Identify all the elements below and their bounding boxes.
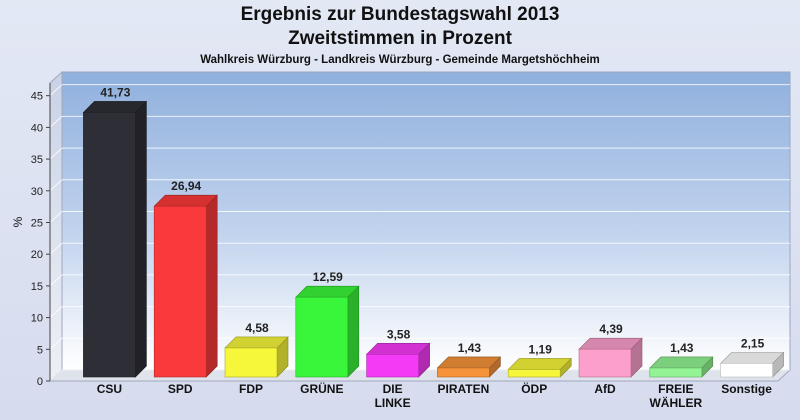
value-label: 1,19 <box>529 342 553 356</box>
value-label: 1,43 <box>670 341 694 355</box>
y-tick-label: 10 <box>31 313 43 325</box>
bar-side <box>347 285 360 378</box>
gridline-side <box>49 337 63 350</box>
y-axis-label: % <box>11 216 25 227</box>
gridline-side <box>49 242 63 255</box>
bar-top <box>436 356 502 369</box>
chart-title: Ergebnis zur Bundestagswahl 2013 <box>240 4 560 25</box>
category-label: FREIE WÄHLER <box>649 382 702 410</box>
bar-front <box>295 296 349 378</box>
bar-9 <box>649 356 714 378</box>
bar-front <box>507 369 561 378</box>
bar-side <box>135 100 147 378</box>
category-label: FDP <box>239 382 263 396</box>
category-label: AfD <box>594 382 616 396</box>
bar-10 <box>719 351 785 378</box>
bar-top <box>224 336 289 349</box>
y-tick-label: 0 <box>37 376 43 388</box>
bar-top <box>153 194 218 207</box>
category-label: ÖDP <box>521 381 547 396</box>
bar-4 <box>295 285 360 378</box>
bar-front <box>720 363 773 378</box>
value-label: 3,58 <box>387 327 411 341</box>
bar-5 <box>365 342 431 378</box>
value-label: 4,58 <box>245 321 269 335</box>
gridline-side <box>49 306 63 318</box>
bar-side <box>205 194 218 378</box>
category-label: DIE LINKE <box>375 382 411 410</box>
y-tick-label: 25 <box>31 217 43 229</box>
category-label: Sonstige <box>721 382 772 396</box>
gridline-side <box>49 369 63 382</box>
bar-top <box>82 101 148 113</box>
bar-top <box>649 356 714 369</box>
gridline-side <box>49 116 63 128</box>
value-label: 41,73 <box>100 85 130 99</box>
bar-1 <box>82 100 148 378</box>
y-tick-label: 40 <box>31 122 43 134</box>
value-label: 1,43 <box>458 341 482 355</box>
category-label: SPD <box>168 382 193 396</box>
bar-top <box>507 358 572 370</box>
bar-7 <box>507 357 572 378</box>
chart-region-subtitle: Wahlkreis Würzburg - Landkreis Würzburg … <box>200 54 600 66</box>
bar-2 <box>153 194 218 378</box>
y-tick-label: 35 <box>31 154 43 166</box>
bar-front <box>153 205 207 378</box>
bar-front <box>224 347 278 378</box>
bar-front <box>366 354 419 378</box>
bar-8 <box>578 337 643 378</box>
bar-3 <box>224 336 289 378</box>
gridline-side <box>49 211 63 223</box>
category-label: PIRATEN <box>438 382 490 396</box>
bar-front <box>649 367 703 378</box>
value-label: 2,15 <box>741 336 765 350</box>
y-tick-label: 30 <box>31 186 43 198</box>
bar-top <box>719 352 785 364</box>
bar-top <box>578 337 643 350</box>
gridline-side <box>49 84 63 97</box>
value-label: 12,59 <box>313 270 343 284</box>
category-label: GRÜNE <box>300 381 343 396</box>
gridline-side <box>49 274 63 287</box>
bar-front <box>437 367 490 378</box>
value-label: 26,94 <box>171 179 201 193</box>
chart-subtitle: Zweitstimmen in Prozent <box>288 28 512 49</box>
bar-front <box>83 112 136 378</box>
bar-top <box>295 285 360 298</box>
y-tick-label: 5 <box>37 344 43 356</box>
y-tick-label: 20 <box>31 249 43 261</box>
gridline-side <box>49 179 63 192</box>
y-tick-label: 15 <box>31 281 43 293</box>
value-label: 4,39 <box>599 322 623 336</box>
y-tick-label: 45 <box>31 91 43 103</box>
gridline-side <box>49 147 63 160</box>
category-label: CSU <box>97 382 122 396</box>
bar-front <box>578 348 632 378</box>
bar-top <box>365 343 431 355</box>
bar-6 <box>436 356 502 378</box>
